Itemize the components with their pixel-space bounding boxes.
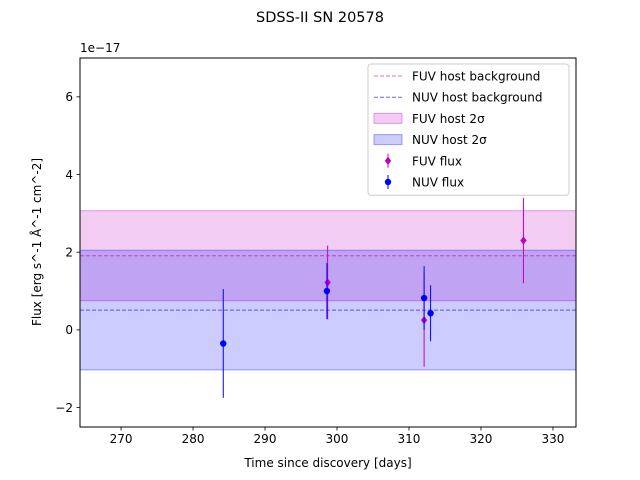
- legend-nuv-flux-swatch: [384, 178, 392, 186]
- y-tick-label-0: −2: [55, 401, 73, 415]
- y-tick-label-2: 2: [65, 246, 73, 260]
- legend-nuv-flux-label: NUV flux: [412, 176, 464, 190]
- x-axis-label: Time since discovery [days]: [243, 456, 411, 470]
- x-tick-label-300: 300: [326, 432, 349, 446]
- legend: FUV host background NUV host background FU…: [367, 63, 570, 196]
- axes: 270 280 290 300 310 320 330 −2 0 2 4 6: [55, 57, 577, 446]
- y-tick-label-1: 0: [65, 323, 73, 337]
- legend-fuv-host-2-swatch: [373, 112, 403, 124]
- plot-area: [79, 197, 577, 398]
- x-tick-label-330: 330: [542, 432, 565, 446]
- y-axis-label: Flux [erg s^-1 Å^-1 cm^-2]: [29, 158, 44, 326]
- nuv-flux-point-1: [323, 287, 331, 295]
- y-tick-label-3: 4: [65, 168, 73, 182]
- x-tick-label-270: 270: [110, 432, 133, 446]
- nuv-flux-point-3: [427, 309, 434, 317]
- nuv-flux-point-0: [220, 340, 227, 347]
- legend-nuv-host-background-label: NUV host background: [412, 91, 542, 105]
- legend-nuv-host-2-swatch: [373, 134, 403, 146]
- legend-fuv-host-2-label: FUV host 2σ: [412, 112, 485, 126]
- legend-nuv-host-2-label: NUV host 2σ: [412, 133, 487, 147]
- x-tick-label-280: 280: [182, 432, 205, 446]
- legend-fuv-flux-label: FUV flux: [412, 154, 462, 168]
- y-offset-label: 1e−17: [80, 41, 120, 55]
- legend-box: [367, 63, 570, 196]
- legend-fuv-host-background-label: FUV host background: [412, 70, 540, 84]
- nuv-flux-point-2: [420, 294, 428, 302]
- legend-fuv-flux-swatch: [384, 156, 392, 165]
- fuv-flux-point-2: [520, 236, 527, 245]
- fuv-flux-point-0: [324, 278, 331, 287]
- chart-title: SDSS-II SN 20578: [256, 10, 384, 26]
- y-tick-label-4: 6: [65, 90, 73, 104]
- x-tick-label-310: 310: [398, 432, 421, 446]
- x-tick-label-320: 320: [470, 432, 493, 446]
- axes-frame: [79, 57, 577, 428]
- x-tick-label-290: 290: [254, 432, 277, 446]
